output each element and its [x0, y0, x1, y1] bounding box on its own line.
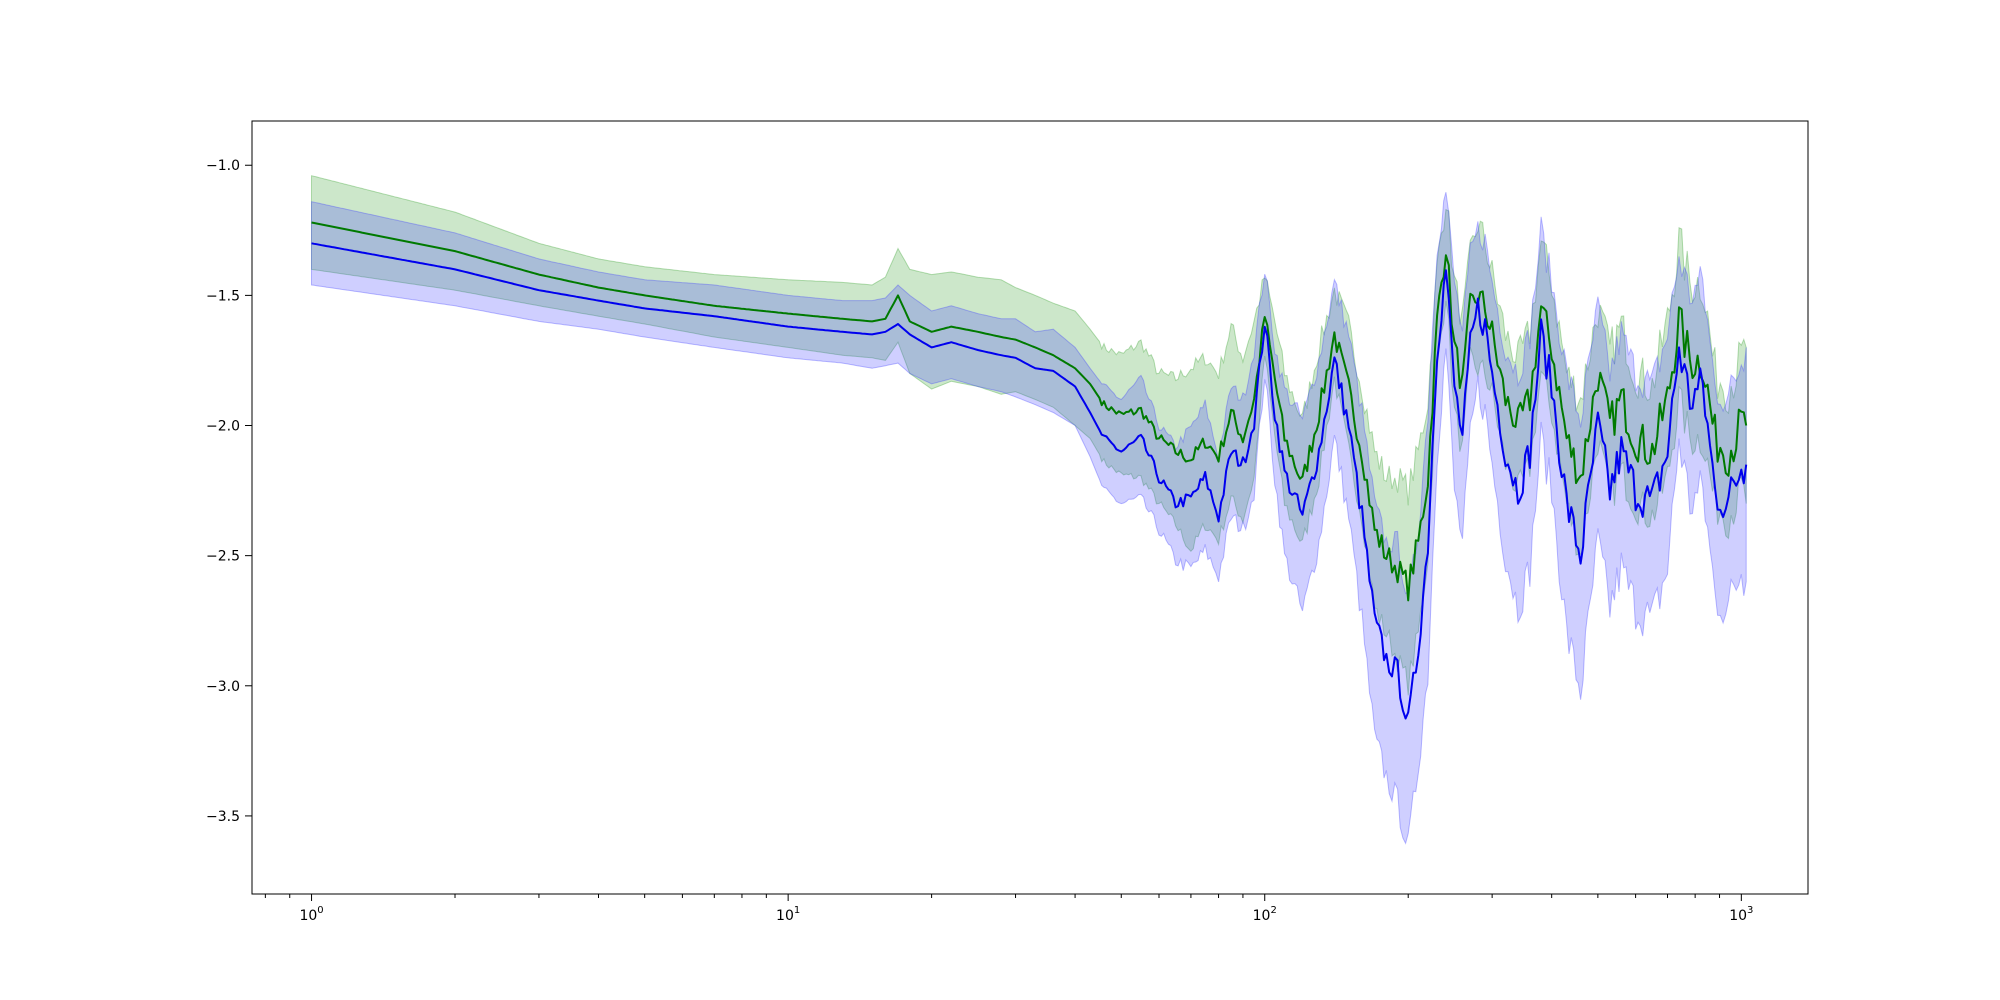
- series-line-green: [311, 221, 1748, 602]
- axes-frame: [251, 120, 1809, 895]
- y-tick-label: −2.0: [206, 419, 240, 435]
- y-tick-label: −3.0: [206, 679, 240, 695]
- band-green: [311, 175, 1747, 696]
- x-axis: 100 101 102 103: [264, 894, 1753, 924]
- x-tick-label: 103: [1729, 905, 1753, 924]
- band-blue: [311, 192, 1747, 845]
- y-tick-label: −1.5: [206, 288, 240, 304]
- y-tick-label: −1.0: [206, 158, 240, 174]
- confidence-bands: [311, 175, 1747, 845]
- y-tick-label: −2.5: [206, 549, 240, 565]
- y-axis: −1.0 −1.5 −2.0 −2.5 −3.0 −3.5: [206, 158, 252, 825]
- series-lines: [311, 221, 1748, 720]
- y-tick-label: −3.5: [206, 809, 240, 825]
- x-tick-label: 102: [1253, 905, 1277, 924]
- x-tick-label: 100: [299, 905, 323, 924]
- x-tick-label: 101: [776, 905, 800, 924]
- series-line-blue: [311, 242, 1748, 720]
